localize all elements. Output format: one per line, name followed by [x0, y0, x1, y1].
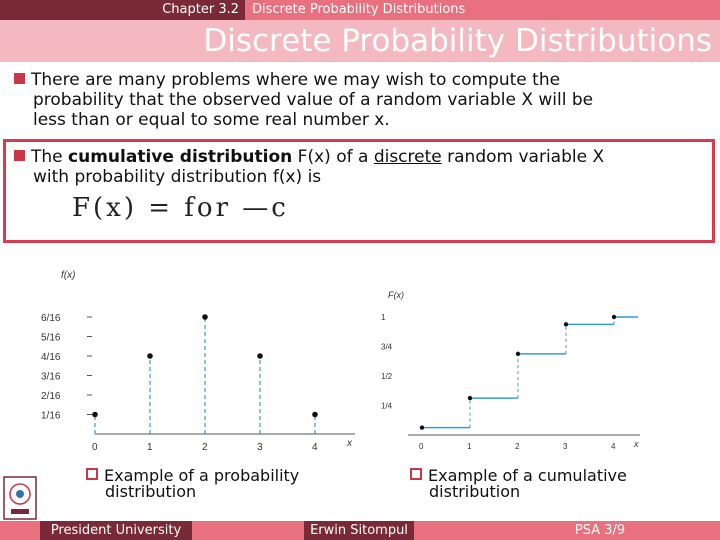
caption-left: Example of a probability distribution — [86, 468, 299, 500]
cumulative-distribution-chart: x F(x) 1/4 1/2 3/4 1 0 1 2 3 4 — [381, 290, 640, 451]
hollow-square-icon — [410, 468, 422, 480]
y-tick-label: 3/4 — [381, 343, 393, 352]
data-point — [92, 411, 98, 418]
chapter-subtitle: Discrete Probability Distributions — [252, 2, 466, 17]
x-tick-label: 2 — [202, 442, 208, 453]
bullet-square-icon — [14, 73, 25, 84]
x-axis-label: x — [346, 438, 353, 449]
y-tick-label: 1 — [381, 313, 386, 322]
hollow-square-icon — [86, 468, 98, 480]
y-tick-label: 1/4 — [381, 402, 393, 411]
x-tick-label: 4 — [312, 442, 318, 453]
bullet-2: The cumulative distribution F(x) of a di… — [14, 147, 604, 187]
data-point — [202, 314, 208, 320]
bullet-2-underline: discrete — [373, 147, 442, 167]
step-point — [515, 351, 521, 357]
slide-title: Discrete Probability Distributions — [203, 23, 712, 59]
data-point — [147, 353, 153, 359]
title-bar — [0, 20, 720, 62]
footer-university: President University — [40, 521, 192, 540]
y-tick-label: 6/16 — [41, 313, 61, 324]
x-tick-label: 1 — [147, 442, 153, 453]
step-point — [611, 314, 617, 320]
data-point — [312, 411, 318, 418]
data-point — [257, 353, 263, 359]
y-tick-label: 2/16 — [41, 391, 61, 402]
y-tick-label: 1/16 — [41, 411, 61, 422]
x-tick-label: 4 — [611, 442, 616, 451]
university-logo-icon — [3, 476, 37, 520]
bullet-2-bold: cumulative distribution — [68, 147, 293, 167]
x-tick-label: 0 — [419, 442, 424, 451]
bullet-1-line-1: There are many problems where we may wis… — [31, 70, 561, 90]
footer-author: Erwin Sitompul — [304, 521, 414, 540]
x-tick-label: 0 — [92, 442, 98, 453]
caption-right-line-1: Example of a cumulative — [428, 466, 627, 485]
x-tick-label: 1 — [467, 442, 472, 451]
step-point — [419, 425, 425, 430]
y-tick-label: 1/2 — [381, 372, 393, 381]
definition-box — [3, 139, 715, 243]
y-axis-label: F(x) — [388, 290, 404, 300]
bullet-2-line-2: with probability distribution f(x) is — [33, 167, 322, 187]
bullet-2-pre: The — [31, 147, 69, 167]
x-tick-label: 3 — [563, 442, 568, 451]
bullet-2-mid: F(x) of a — [292, 147, 374, 167]
step-point — [467, 395, 473, 401]
footer-page: PSA 3/9 — [574, 523, 626, 538]
y-tick-label: 5/16 — [41, 333, 61, 344]
y-tick-label: 4/16 — [41, 352, 61, 363]
bullet-1-line-3: less than or equal to some real number x… — [33, 110, 390, 130]
caption-left-line-1: Example of a probability — [104, 466, 300, 485]
x-axis-label: x — [633, 439, 639, 449]
chapter-label: Chapter 3.2 — [0, 0, 245, 20]
caption-right: Example of a cumulative distribution — [410, 468, 627, 500]
y-axis-label: f(x) — [61, 270, 75, 281]
step-point — [563, 322, 569, 327]
bullet-square-icon — [14, 150, 25, 161]
bullet-1-line-2: probability that the observed value of a… — [33, 90, 594, 110]
caption-right-line-2: distribution — [429, 482, 521, 501]
bullet-1: There are many problems where we may wis… — [14, 70, 593, 130]
x-tick-label: 3 — [257, 442, 263, 453]
cdf-formula: F(x) = for —c — [72, 193, 289, 223]
y-tick-label: 3/16 — [41, 372, 61, 383]
bullet-2-post: random variable X — [441, 147, 605, 167]
x-tick-label: 2 — [515, 442, 520, 451]
caption-left-line-2: distribution — [105, 482, 197, 501]
probability-distribution-chart: x f(x) 1/16 2/16 3/16 4/16 5/16 6/16 0 1 2 3 4 — [41, 270, 355, 453]
